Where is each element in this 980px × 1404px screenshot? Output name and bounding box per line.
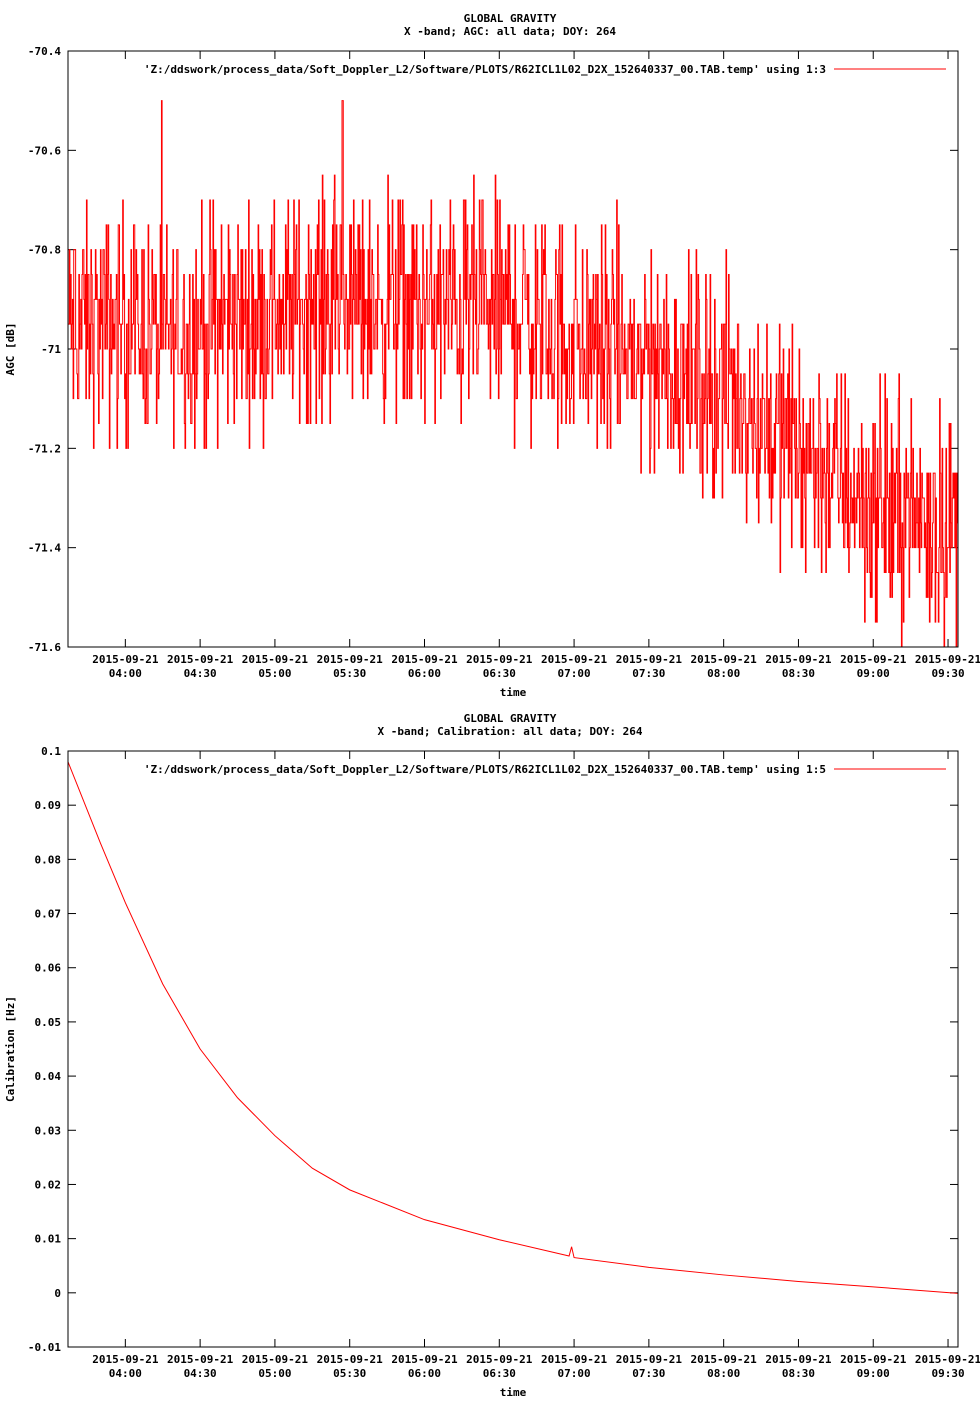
x-tick-date: 2015-09-21 [391,653,458,666]
x-tick-date: 2015-09-21 [466,653,533,666]
chart-title: GLOBAL GRAVITY [464,712,557,725]
plot-frame [67,750,959,1348]
x-tick-date: 2015-09-21 [317,653,384,666]
x-tick-date: 2015-09-21 [765,653,832,666]
chart-subtitle: X -band; Calibration: all data; DOY: 264 [378,725,643,738]
x-tick-date: 2015-09-21 [242,653,309,666]
x-tick-date: 2015-09-21 [92,653,159,666]
x-tick-time: 09:00 [857,1367,890,1380]
x-tick-date: 2015-09-21 [317,1353,384,1366]
x-tick-time: 06:30 [483,667,516,680]
x-tick-date: 2015-09-21 [840,653,907,666]
x-tick-time: 04:00 [109,1367,142,1380]
chart-subtitle: X -band; AGC: all data; DOY: 264 [404,25,616,38]
y-tick-label: -71.4 [28,542,61,555]
x-tick-date: 2015-09-21 [915,1353,980,1366]
x-tick-time: 09:30 [931,1367,964,1380]
x-tick-date: 2015-09-21 [466,1353,533,1366]
y-tick-label: 0.01 [35,1233,62,1246]
x-tick-time: 07:00 [558,1367,591,1380]
x-tick-date: 2015-09-21 [242,1353,309,1366]
x-tick-time: 04:00 [109,667,142,680]
y-tick-label: -71.6 [28,641,61,654]
x-tick-date: 2015-09-21 [167,653,234,666]
y-tick-label: -71.2 [28,442,61,455]
x-axis-label: time [500,1386,527,1399]
x-tick-time: 04:30 [184,1367,217,1380]
x-tick-date: 2015-09-21 [691,653,758,666]
x-tick-date: 2015-09-21 [616,653,683,666]
x-tick-date: 2015-09-21 [167,1353,234,1366]
x-tick-time: 08:00 [707,1367,740,1380]
x-tick-date: 2015-09-21 [616,1353,683,1366]
y-tick-label: 0.08 [35,853,62,866]
x-axis-label: time [500,686,527,699]
x-tick-time: 06:00 [408,1367,441,1380]
y-tick-label: -70.8 [28,244,61,257]
y-tick-label: 0 [54,1287,61,1300]
x-tick-time: 07:00 [558,667,591,680]
x-tick-date: 2015-09-21 [840,1353,907,1366]
x-tick-time: 08:30 [782,1367,815,1380]
y-tick-label: 0.1 [41,745,61,758]
series-line [68,100,958,648]
x-tick-time: 05:00 [258,667,291,680]
x-tick-time: 08:30 [782,667,815,680]
x-tick-time: 08:00 [707,667,740,680]
x-tick-date: 2015-09-21 [391,1353,458,1366]
y-axis-label: Calibration [Hz] [4,996,17,1102]
x-tick-date: 2015-09-21 [92,1353,159,1366]
x-tick-time: 06:00 [408,667,441,680]
y-tick-label: -70.6 [28,144,61,157]
x-tick-time: 05:30 [333,667,366,680]
y-tick-label: -70.4 [28,45,61,58]
y-tick-label: 0.05 [35,1016,62,1029]
y-axis-label: AGC [dB] [4,323,17,376]
y-tick-label: 0.09 [35,799,62,812]
x-tick-date: 2015-09-21 [541,1353,608,1366]
x-tick-time: 05:00 [258,1367,291,1380]
x-tick-time: 06:30 [483,1367,516,1380]
x-tick-time: 09:00 [857,667,890,680]
x-tick-time: 05:30 [333,1367,366,1380]
legend-label: 'Z:/ddswork/process_data/Soft_Doppler_L2… [144,763,826,776]
x-tick-time: 09:30 [931,667,964,680]
y-tick-label: 0.07 [35,908,62,921]
x-tick-time: 07:30 [632,667,665,680]
series-line [67,761,959,1294]
x-tick-date: 2015-09-21 [691,1353,758,1366]
x-tick-time: 07:30 [632,1367,665,1380]
y-tick-label: -71 [41,343,61,356]
y-tick-label: -0.01 [28,1341,61,1354]
plot-frame [67,50,959,648]
chart-title: GLOBAL GRAVITY [464,12,557,25]
x-tick-date: 2015-09-21 [541,653,608,666]
y-tick-label: 0.04 [35,1070,62,1083]
legend-label: 'Z:/ddswork/process_data/Soft_Doppler_L2… [144,63,826,76]
y-tick-label: 0.03 [35,1124,62,1137]
y-tick-label: 0.02 [35,1178,62,1191]
y-tick-label: 0.06 [35,962,62,975]
x-tick-date: 2015-09-21 [765,1353,832,1366]
x-tick-time: 04:30 [184,667,217,680]
x-tick-date: 2015-09-21 [915,653,980,666]
